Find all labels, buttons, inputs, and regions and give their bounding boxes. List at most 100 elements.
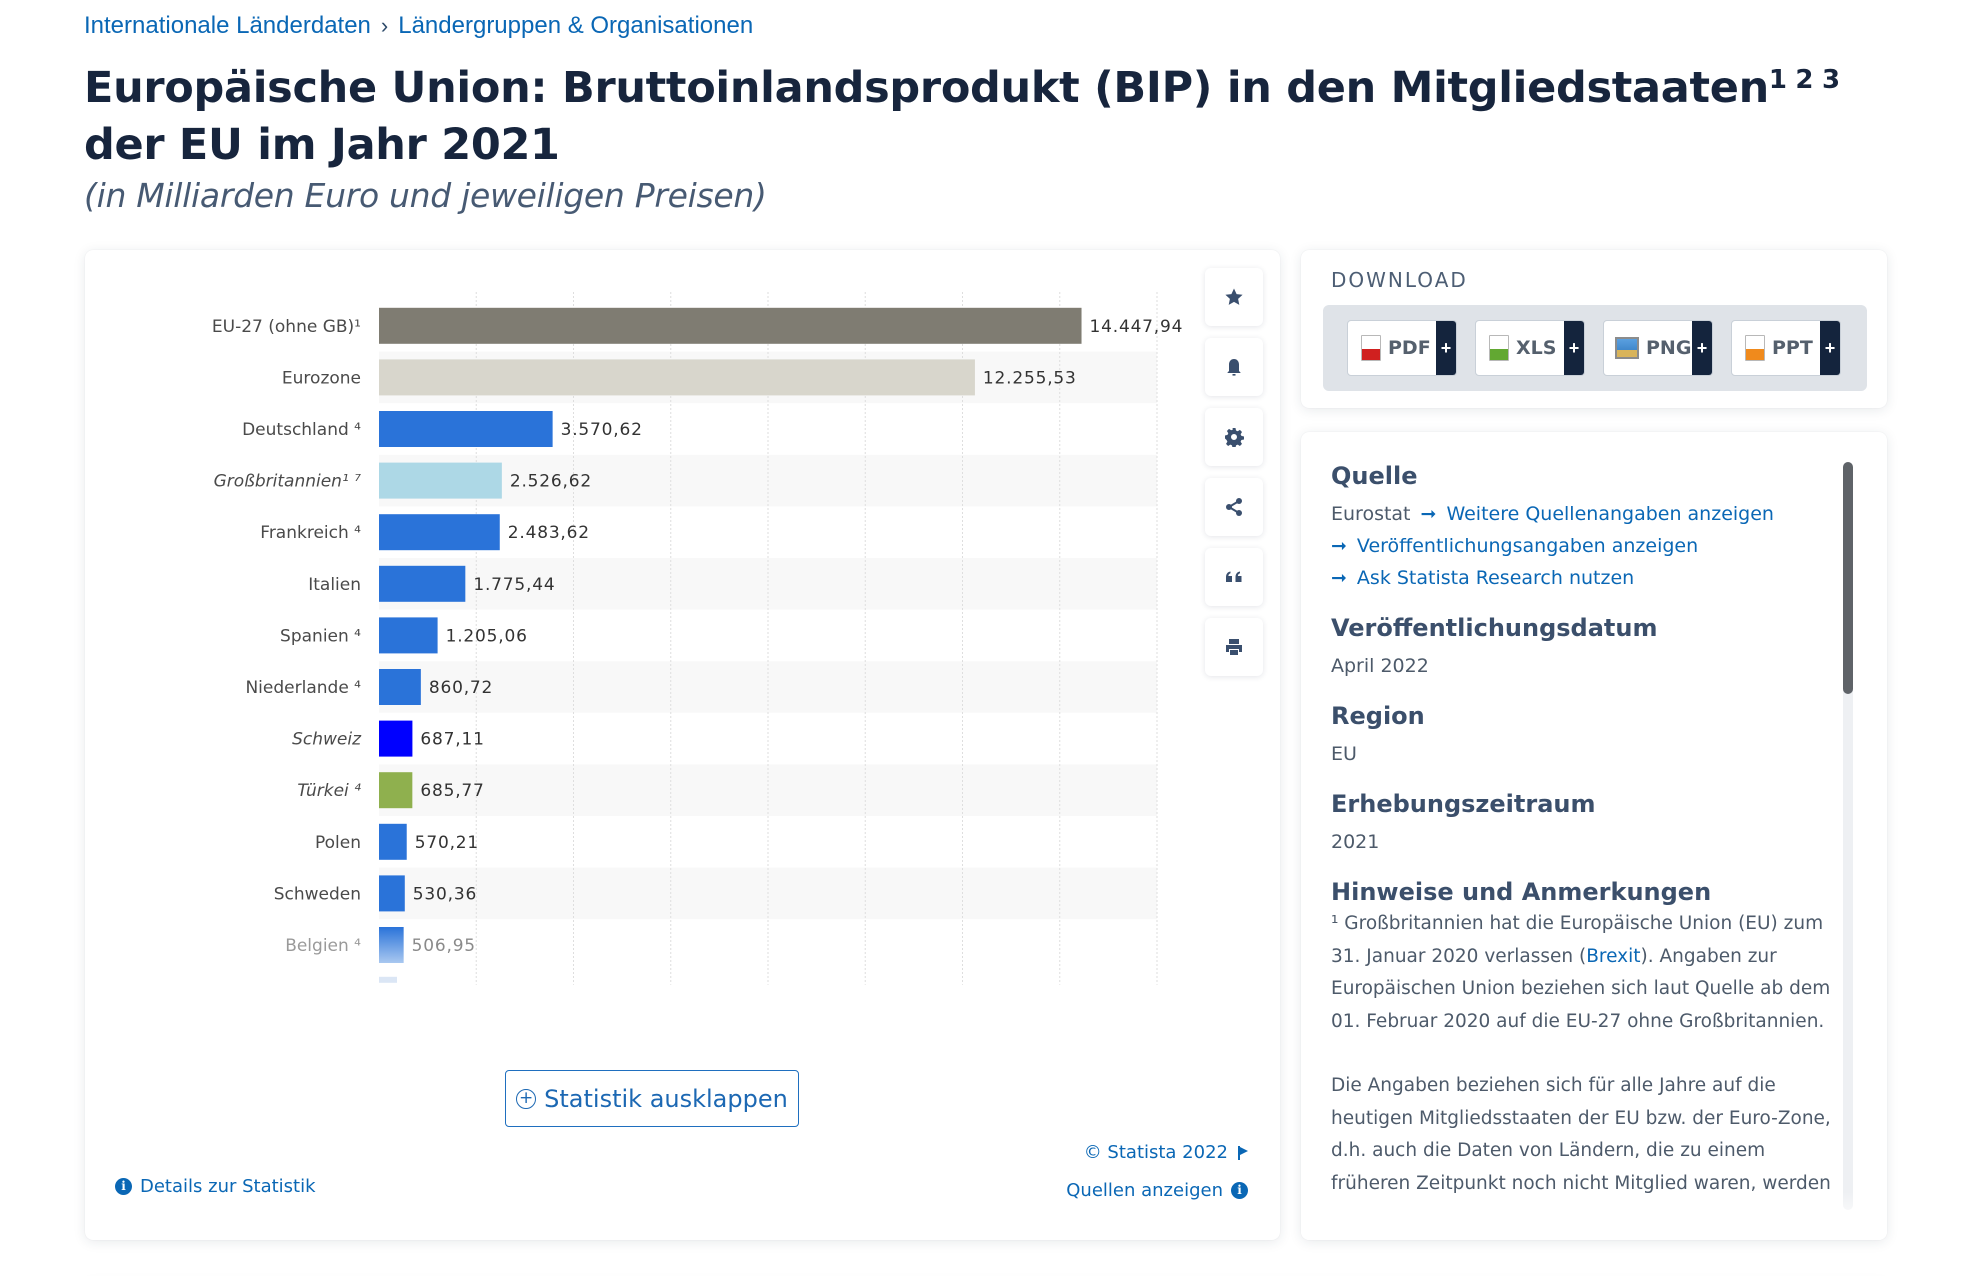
plus-icon: + [1692, 321, 1712, 375]
share-icon [1226, 498, 1242, 516]
details-label: Details zur Statistik [140, 1176, 316, 1197]
value-label: 12.255,53 [983, 368, 1077, 388]
favorite-button[interactable] [1205, 268, 1263, 326]
brexit-link[interactable]: Brexit [1586, 945, 1641, 967]
value-label: 3.570,62 [561, 420, 643, 440]
value-label: 2.483,62 [508, 523, 590, 543]
title-tail: der EU im Jahr 2021 [84, 120, 560, 170]
info-content: Quelle Eurostat ➞ Weitere Quellenangaben… [1331, 462, 1831, 1220]
sources-link[interactable]: Quellen anzeigen i [1066, 1180, 1248, 1201]
value-label: 2.526,62 [510, 472, 592, 492]
download-ppt-label: PPT [1772, 337, 1813, 359]
bar-truncated [379, 976, 397, 983]
notes-section: Hinweise und Anmerkungen ¹ Großbritannie… [1331, 878, 1831, 1200]
value-label: 1.775,44 [473, 575, 555, 595]
category-label: Deutschland ⁴ [242, 420, 361, 440]
category-label: Schweden [274, 884, 361, 904]
source-more-link[interactable]: Weitere Quellenangaben anzeigen [1446, 503, 1774, 525]
region-section: Region EU [1331, 702, 1831, 770]
info-scrollbar[interactable] [1843, 462, 1853, 1210]
details-link[interactable]: i Details zur Statistik [115, 1176, 316, 1197]
breadcrumb-item-laenderdaten[interactable]: Internationale Länderdaten [84, 12, 371, 39]
value-label: 860,72 [429, 678, 493, 698]
plus-icon: + [1436, 321, 1456, 375]
category-label: Großbritannien¹ ⁷ [214, 472, 362, 492]
xls-file-icon [1489, 335, 1509, 361]
download-png-label: PNG [1646, 337, 1692, 359]
plus-icon: + [1820, 321, 1840, 375]
notification-button[interactable] [1205, 338, 1263, 396]
region-heading: Region [1331, 702, 1425, 730]
source-row: Eurostat ➞ Weitere Quellenangaben anzeig… [1331, 498, 1831, 530]
pdf-file-icon [1361, 335, 1381, 361]
pubdate-heading: Veröffentlichungsdatum [1331, 614, 1658, 642]
value-label: 685,77 [420, 781, 484, 801]
sources-label: Quellen anzeigen [1066, 1180, 1223, 1201]
bar-chart: 14.447,94 EU-27 (ohne GB)¹ 12.255,53 Eurozo… [212, 292, 1184, 985]
bar [379, 307, 1082, 344]
plus-circle-icon: + [516, 1088, 537, 1109]
bar [379, 875, 405, 912]
category-label: Italien [308, 575, 361, 595]
download-xls-label: XLS [1516, 337, 1557, 359]
bar [379, 514, 500, 551]
print-button[interactable] [1205, 618, 1263, 676]
period-section: Erhebungszeitraum 2021 [1331, 790, 1831, 858]
bottom-fade [1301, 1192, 1887, 1240]
title-footnotes: 1 2 3 [1768, 65, 1840, 95]
note-1: ¹ Großbritannien hat die Europäische Uni… [1331, 908, 1831, 1038]
download-pdf-label: PDF [1388, 337, 1431, 359]
publication-link[interactable]: ➞ Veröffentlichungsangaben anzeigen [1331, 530, 1831, 562]
flag-icon[interactable] [1238, 1145, 1248, 1160]
breadcrumb-separator: › [380, 13, 389, 38]
bar [379, 411, 553, 447]
copyright-text[interactable]: © Statista 2022 [1083, 1142, 1228, 1163]
download-pdf-button[interactable]: PDF + [1347, 320, 1457, 376]
category-label: Frankreich ⁴ [260, 523, 361, 543]
bar [379, 823, 407, 860]
research-link[interactable]: ➞ Ask Statista Research nutzen [1331, 562, 1831, 594]
expand-label: Statistik ausklappen [544, 1084, 788, 1113]
expand-statistic-button[interactable]: + Statistik ausklappen [505, 1070, 799, 1127]
source-section: Quelle Eurostat ➞ Weitere Quellenangaben… [1331, 462, 1831, 594]
download-png-button[interactable]: PNG + [1603, 320, 1713, 376]
note-1-text: ¹ Großbritannien hat die Europäische Uni… [1331, 913, 1824, 967]
bar [379, 565, 466, 602]
note-2: Die Angaben beziehen sich für alle Jahre… [1331, 1075, 1831, 1194]
bar [379, 462, 502, 499]
info-card: Quelle Eurostat ➞ Weitere Quellenangaben… [1301, 432, 1887, 1240]
breadcrumb: Internationale Länderdaten › Ländergrupp… [84, 12, 753, 40]
value-label: 1.205,06 [446, 626, 528, 646]
printer-icon [1226, 639, 1242, 655]
value-label: 14.447,94 [1090, 317, 1184, 337]
plus-icon: + [1564, 321, 1584, 375]
settings-button[interactable] [1205, 408, 1263, 466]
scrollbar-thumb[interactable] [1843, 462, 1853, 694]
source-name: Eurostat [1331, 503, 1411, 525]
period-heading: Erhebungszeitraum [1331, 790, 1596, 818]
category-label: Spanien ⁴ [280, 626, 361, 646]
category-label: Belgien ⁴ [285, 936, 361, 956]
download-card: DOWNLOAD PDF + XLS + PNG + PPT + [1301, 250, 1887, 408]
publication-link-label: Veröffentlichungsangaben anzeigen [1356, 535, 1699, 557]
notes-heading: Hinweise und Anmerkungen [1331, 878, 1712, 906]
info-icon: i [115, 1178, 132, 1195]
download-buttons: PDF + XLS + PNG + PPT + [1323, 305, 1867, 391]
pubdate-value: April 2022 [1331, 655, 1429, 677]
share-button[interactable] [1205, 478, 1263, 536]
source-heading: Quelle [1331, 462, 1418, 490]
download-ppt-button[interactable]: PPT + [1731, 320, 1841, 376]
arrow-right-icon: ➞ [1420, 503, 1437, 525]
download-xls-button[interactable]: XLS + [1475, 320, 1585, 376]
category-label: Niederlande ⁴ [245, 678, 361, 698]
copyright: © Statista 2022 [1084, 1142, 1248, 1163]
page-title: Europäische Union: Bruttoinlandsprodukt … [84, 52, 1924, 174]
value-label: 530,36 [413, 884, 477, 904]
ppt-file-icon [1745, 335, 1765, 361]
bell-icon [1227, 359, 1241, 376]
bar [379, 720, 413, 757]
bar [379, 359, 975, 396]
cite-button[interactable] [1205, 548, 1263, 606]
breadcrumb-item-laendergruppen[interactable]: Ländergruppen & Organisationen [398, 12, 754, 39]
title-main: Europäische Union: Bruttoinlandsprodukt … [84, 63, 1769, 113]
